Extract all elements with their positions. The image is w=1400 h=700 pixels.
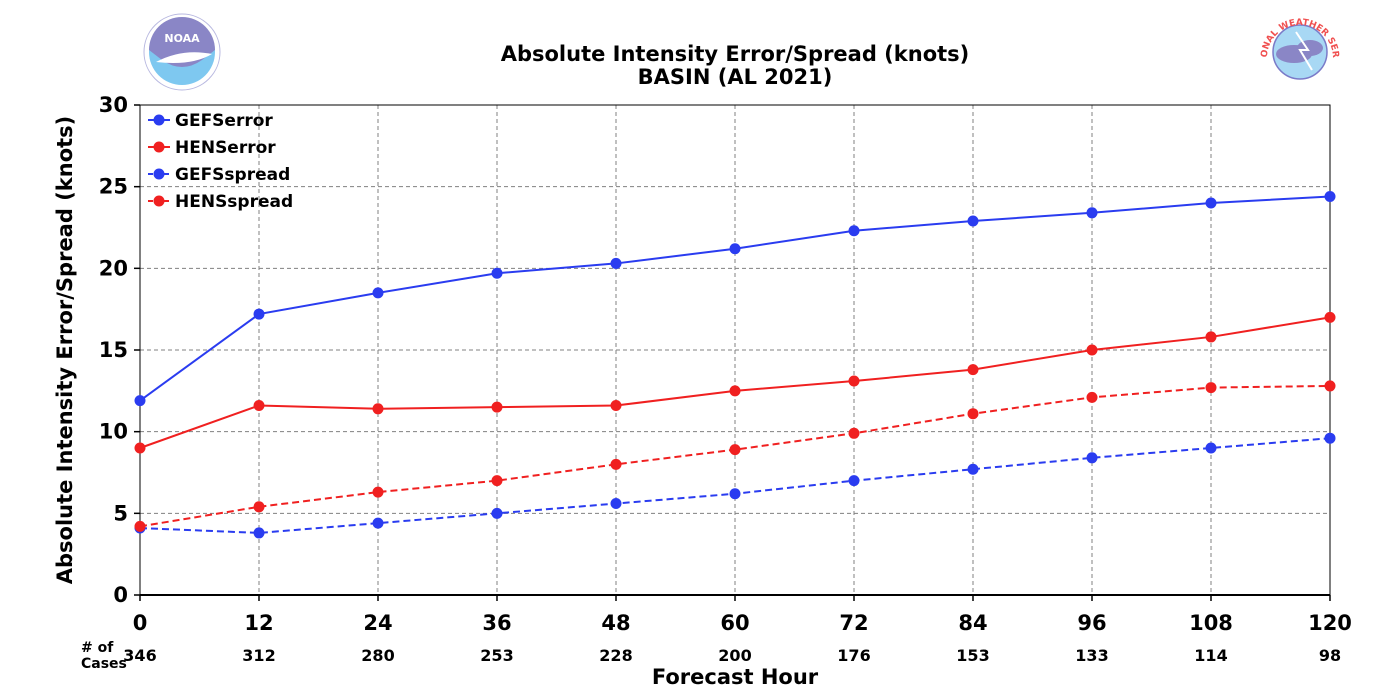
data-point: [1324, 311, 1336, 323]
case-count: 133: [1075, 646, 1108, 665]
x-tick-label: 60: [720, 611, 749, 635]
data-point: [1205, 442, 1217, 454]
data-point: [1086, 207, 1098, 219]
case-count: 153: [956, 646, 989, 665]
x-tick-label: 48: [601, 611, 630, 635]
data-point: [848, 475, 860, 487]
x-tick-label: 108: [1189, 611, 1233, 635]
x-tick-label: 36: [482, 611, 511, 635]
legend-label: HENSerror: [175, 138, 276, 158]
x-tick-label: 24: [363, 611, 392, 635]
data-point: [372, 403, 384, 415]
axes: 0 5 10 15 20 25 30 0 12 24 36 48 60 72 84 96 108 120: [99, 93, 1352, 635]
data-point: [729, 488, 741, 500]
x-tick-label: 12: [244, 611, 273, 635]
data-point: [491, 475, 503, 487]
case-count: 280: [361, 646, 394, 665]
legend-marker: [153, 114, 165, 126]
data-point: [1086, 452, 1098, 464]
chart-title: Absolute Intensity Error/Spread (knots): [501, 42, 970, 66]
x-tick-label: 120: [1308, 611, 1352, 635]
data-point: [848, 375, 860, 387]
cases-label-line2: Cases: [81, 656, 127, 672]
noaa-logo-icon: NOAA: [143, 13, 221, 91]
case-count: 253: [480, 646, 513, 665]
data-point: [1205, 331, 1217, 343]
x-tick-label: 84: [958, 611, 987, 635]
legend-label: GEFSspread: [175, 165, 290, 185]
case-count: 200: [718, 646, 751, 665]
cases-row: 346 312 280 253 228 200 176 153 133 114 98: [123, 646, 1341, 665]
series-GEFSerror: [134, 190, 1336, 407]
data-point: [967, 364, 979, 376]
data-point: [1205, 197, 1217, 209]
noaa-logo-text: NOAA: [164, 32, 200, 45]
y-tick-label: 10: [99, 420, 128, 444]
legend-label: GEFSerror: [175, 111, 273, 131]
data-point: [253, 400, 265, 412]
y-tick-label: 30: [99, 93, 128, 117]
data-point: [1086, 391, 1098, 403]
x-axis-label: Forecast Hour: [652, 665, 819, 689]
x-tick-label: 72: [839, 611, 868, 635]
case-count: 346: [123, 646, 156, 665]
data-point: [967, 463, 979, 475]
data-point: [729, 243, 741, 255]
data-point: [848, 427, 860, 439]
legend-marker: [153, 141, 165, 153]
data-point: [610, 458, 622, 470]
data-point: [1324, 432, 1336, 444]
y-tick-label: 15: [99, 338, 128, 362]
data-point: [729, 385, 741, 397]
data-point: [1205, 382, 1217, 394]
data-point: [372, 287, 384, 299]
data-point: [253, 308, 265, 320]
data-point: [729, 444, 741, 456]
case-count: 176: [837, 646, 870, 665]
data-point: [253, 501, 265, 513]
cases-label-line1: # of: [81, 640, 114, 656]
nws-logo-icon: NATIONAL WEATHER SERVICE: [1260, 14, 1340, 90]
data-point: [967, 215, 979, 227]
data-point: [967, 408, 979, 420]
x-tick-label: 0: [133, 611, 148, 635]
y-tick-label: 0: [113, 583, 128, 607]
data-point: [372, 517, 384, 529]
y-tick-label: 5: [113, 501, 128, 525]
series-HENSerror: [134, 311, 1336, 454]
data-point: [848, 225, 860, 237]
x-tick-label: 96: [1077, 611, 1106, 635]
legend-marker: [153, 195, 165, 207]
data-point: [253, 527, 265, 539]
data-point: [610, 498, 622, 510]
y-tick-label: 20: [99, 256, 128, 280]
data-point: [134, 520, 146, 532]
case-count: 228: [599, 646, 632, 665]
y-axis-label: Absolute Intensity Error/Spread (knots): [53, 116, 77, 585]
case-count: 312: [242, 646, 275, 665]
data-point: [610, 257, 622, 269]
data-point: [134, 442, 146, 454]
data-point: [134, 395, 146, 407]
chart-subtitle: BASIN (AL 2021): [638, 65, 833, 89]
series-HENSspread: [134, 380, 1336, 532]
data-point: [491, 401, 503, 413]
case-count: 98: [1319, 646, 1341, 665]
data-point: [1086, 344, 1098, 356]
data-point: [1324, 380, 1336, 392]
data-point: [610, 400, 622, 412]
data-point: [1324, 190, 1336, 202]
series-layer: [134, 190, 1336, 539]
legend-marker: [153, 168, 165, 180]
data-point: [372, 486, 384, 498]
legend: GEFSerror HENSerror GEFSspread HENSspread: [148, 111, 293, 212]
legend-label: HENSspread: [175, 192, 293, 212]
data-point: [491, 267, 503, 279]
y-tick-label: 25: [99, 175, 128, 199]
case-count: 114: [1194, 646, 1227, 665]
data-point: [491, 507, 503, 519]
